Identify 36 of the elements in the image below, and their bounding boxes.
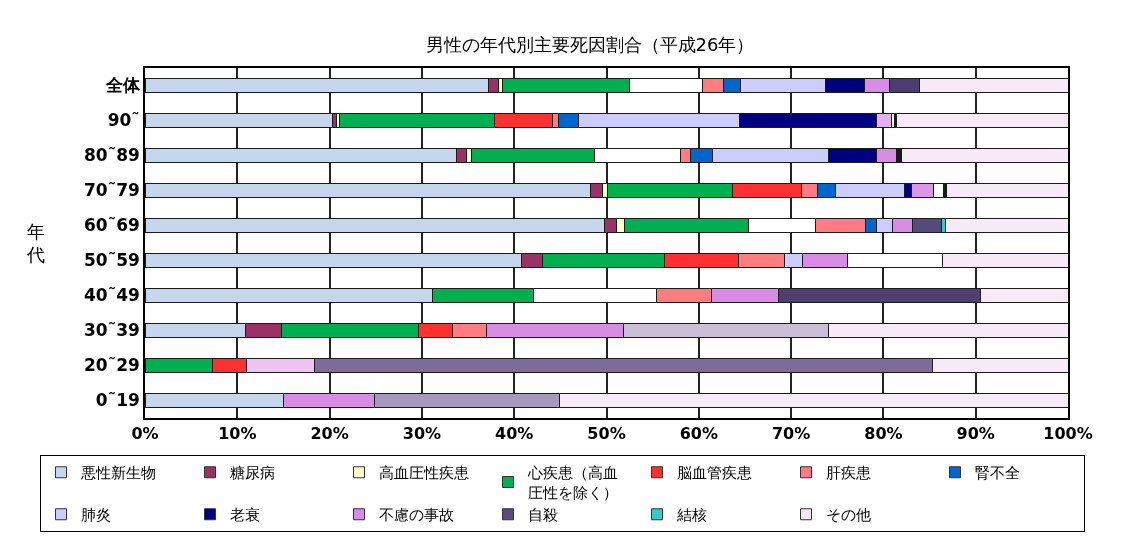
legend-label: 腎不全 <box>975 464 1020 483</box>
x-tick-label: 70% <box>771 423 811 443</box>
legend-label: 肝疾患 <box>826 464 871 483</box>
legend-label: その他 <box>826 506 871 525</box>
y-tick-label: 80˜89 <box>84 145 140 166</box>
legend-label: 高血圧性疾患 <box>379 464 469 483</box>
legend-label: 脳血管疾患 <box>677 464 752 483</box>
y-tick-label: 70˜79 <box>84 180 140 201</box>
y-tick-label: 20˜29 <box>84 355 140 376</box>
legend-label: 心疾患（高血圧性を除く） <box>527 464 618 502</box>
x-tick-label: 50% <box>587 423 626 443</box>
x-tick-label: 100% <box>1043 423 1093 443</box>
x-tick-label: 30% <box>402 423 442 443</box>
x-tick-label: 40% <box>495 423 534 443</box>
y-tick-label: 全体 <box>104 75 141 96</box>
legend-label: 不慮の事故 <box>379 506 454 525</box>
x-tick-label: 90% <box>956 423 995 443</box>
y-tick-label: 90˜ <box>107 110 140 131</box>
legend-label: 結核 <box>676 506 707 525</box>
legend-label: 糖尿病 <box>230 464 275 483</box>
y-tick-label: 40˜49 <box>84 285 140 306</box>
x-tick-label: 20% <box>310 423 349 443</box>
y-tick-label: 0˜19 <box>95 390 140 411</box>
x-tick-label: 10% <box>218 423 257 443</box>
legend-label: 悪性新生物 <box>80 464 156 483</box>
legend-label: 老衰 <box>230 506 260 525</box>
y-tick-label: 50˜59 <box>84 250 140 271</box>
chart-title: 男性の年代別主要死因割合（平成26年） <box>425 34 755 56</box>
x-tick-label: 60% <box>679 423 718 443</box>
legend-label: 自殺 <box>528 506 558 525</box>
legend-label: 肺炎 <box>81 506 111 525</box>
x-tick-label: 0% <box>131 423 159 443</box>
x-tick-label: 80% <box>864 423 903 443</box>
y-tick-label: 60˜69 <box>84 215 140 236</box>
y-tick-label: 30˜39 <box>84 320 140 341</box>
y-axis-title: 年代 <box>26 221 45 266</box>
